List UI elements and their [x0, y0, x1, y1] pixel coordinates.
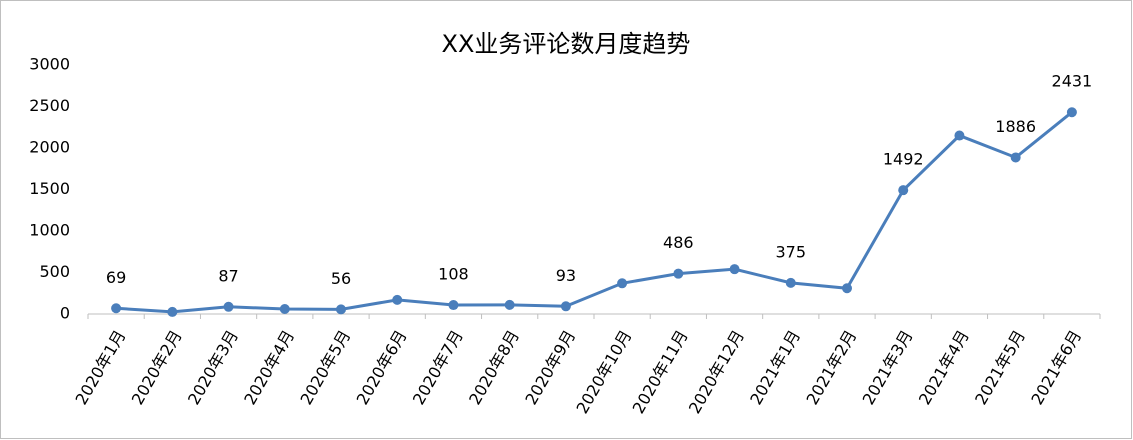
- data-label: 56: [331, 269, 351, 288]
- y-tick-label: 2500: [29, 96, 70, 115]
- point: [1066, 107, 1077, 118]
- point: [448, 300, 459, 311]
- point: [729, 264, 740, 275]
- point: [279, 304, 290, 315]
- y-tick-label: 1000: [29, 221, 70, 240]
- data-label: 93: [556, 266, 576, 285]
- point: [842, 283, 852, 294]
- point: [617, 278, 628, 289]
- point: [1010, 152, 1021, 163]
- point: [111, 303, 122, 314]
- data-label: 108: [438, 265, 469, 284]
- line: [116, 111, 1073, 314]
- point: [560, 301, 571, 312]
- point: [785, 277, 796, 288]
- y-tick-label: 2000: [29, 138, 70, 157]
- data-label: 1492: [883, 150, 924, 169]
- y-tick-label: 3000: [29, 55, 70, 74]
- y-tick-label: 500: [39, 262, 70, 281]
- data-label: 1886: [995, 117, 1036, 136]
- point: [336, 304, 346, 315]
- point: [673, 268, 684, 279]
- data-label: 2431: [1052, 72, 1093, 91]
- chart-title: XX业务评论数月度趋势: [442, 30, 691, 58]
- y-tick-label: 1500: [29, 179, 70, 198]
- point: [167, 306, 178, 317]
- data-label: 87: [218, 266, 238, 285]
- point: [223, 301, 234, 312]
- data-label: 375: [776, 242, 807, 261]
- point: [898, 185, 909, 196]
- point: [504, 299, 515, 310]
- data-label: 486: [663, 233, 694, 252]
- point: [954, 130, 965, 141]
- data-label: 69: [106, 268, 126, 287]
- point: [392, 294, 403, 305]
- y-tick-label: 0: [60, 304, 70, 323]
